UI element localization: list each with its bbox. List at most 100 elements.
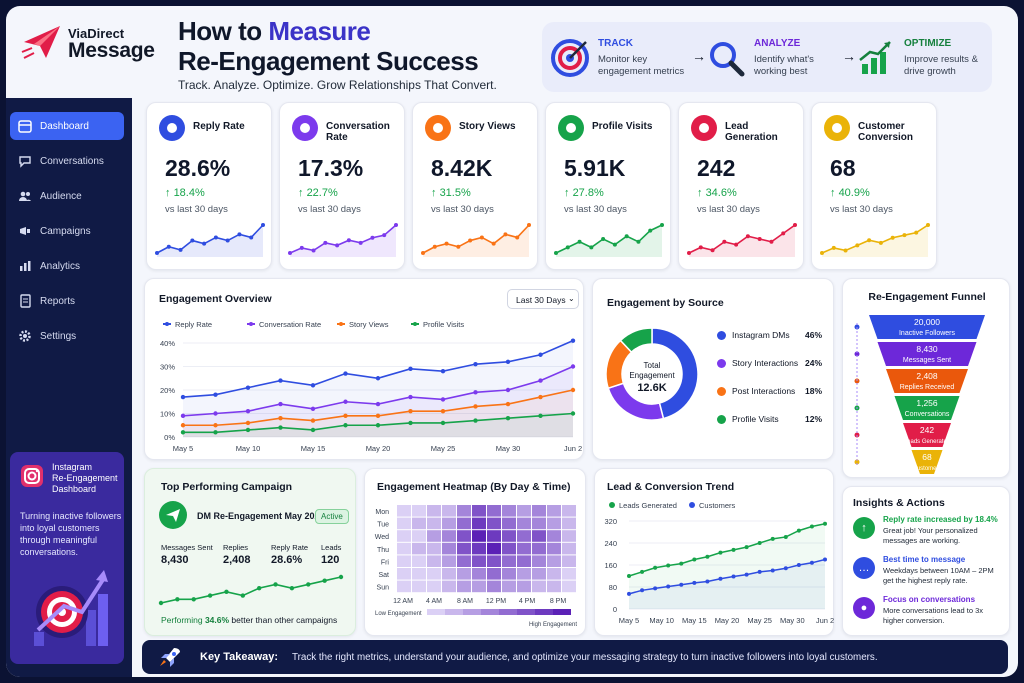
send-icon	[159, 501, 187, 529]
sparkline-point	[311, 248, 316, 253]
heatmap-day-label: Fri	[381, 559, 390, 566]
sidebar-item-campaigns[interactable]: Campaigns	[10, 217, 124, 245]
y-tick-label: 30%	[160, 363, 175, 372]
legend-entry: Profile Visits	[423, 320, 464, 329]
arrow-up-icon: ↑	[830, 187, 839, 199]
heatmap-cell	[547, 542, 561, 555]
insight-desc-line: get the highest reply rate.	[883, 576, 968, 585]
donut-center-label: Total Engagement 12.6K	[629, 361, 675, 394]
sparkline-point	[273, 582, 278, 587]
arrow-up-icon: ↑	[853, 517, 875, 539]
kpi-comparison-label: vs last 30 days	[165, 204, 228, 215]
sparkline-point	[335, 243, 340, 248]
series-point	[278, 416, 283, 421]
sparkline-point	[867, 238, 872, 243]
kpi-delta-value: 40.9%	[838, 187, 870, 199]
key-takeaway-label: Key Takeaway:	[200, 651, 279, 663]
funnel-stage-value: 20,000	[914, 317, 940, 327]
series-point	[731, 547, 736, 552]
heatmap-time-label: 4 AM	[426, 598, 442, 605]
campaign-stat-label: Leads	[321, 543, 342, 552]
series-point	[783, 566, 788, 571]
series-point	[213, 423, 218, 428]
sidebar-item-dashboard[interactable]: Dashboard	[10, 112, 124, 140]
legend-swatch-dot	[413, 322, 417, 326]
kpi-delta-value: 31.5%	[439, 187, 471, 199]
legend-dot	[689, 502, 695, 508]
heatmap-cell	[457, 568, 471, 580]
sidebar-item-label: Analytics	[40, 261, 81, 272]
engagement-overview-title: Engagement Overview	[159, 293, 272, 305]
sparkline-point	[589, 245, 594, 250]
page-title-line2: Re-Engagement Success	[178, 46, 479, 76]
heatmap-cell	[487, 542, 501, 555]
kpi-value: 242	[697, 155, 736, 181]
sparkline-point	[831, 245, 836, 250]
funnel-stage-value: 242	[920, 425, 934, 435]
magnet-icon	[691, 115, 717, 141]
series-point	[213, 411, 218, 416]
series-area	[629, 559, 825, 609]
sparkline-point	[878, 240, 883, 245]
heatmap-cell	[547, 580, 561, 593]
heatmap-cell	[472, 505, 486, 517]
series-point	[809, 560, 814, 565]
legend-dot	[717, 331, 726, 340]
sidebar-item-settings[interactable]: Settings	[10, 322, 124, 350]
campaign-stat-label: Replies	[223, 543, 249, 552]
heatmap-cell	[457, 580, 471, 593]
heatmap-cell	[457, 505, 471, 517]
key-takeaway-text: Track the right metrics, understand your…	[292, 652, 878, 663]
arrow-up-icon: ↑	[431, 187, 440, 199]
sparkline-point	[468, 238, 473, 243]
arrow-right-icon: →	[842, 48, 856, 64]
sidebar-item-analytics[interactable]: Analytics	[10, 252, 124, 280]
heatmap-cell	[502, 505, 516, 517]
series-point	[570, 364, 576, 369]
series-point	[505, 387, 511, 393]
heatmap-cell	[397, 517, 411, 530]
insight-title: Reply rate increased by 18.4%	[883, 515, 998, 524]
heatmap-cell	[502, 580, 516, 593]
heatmap-cell	[502, 517, 516, 530]
heatmap-time-label: 4 PM	[519, 598, 536, 605]
page-tagline: Track. Analyze. Optimize. Grow Relations…	[178, 78, 497, 92]
engagement-overview-chart: Reply Rate Conversation Rate Story Views Pr…	[160, 320, 582, 453]
heatmap-day-label: Thu	[377, 547, 389, 554]
heatmap-cell	[457, 517, 471, 530]
insights-card: Insights & Actions ↑ Reply rate increased…	[842, 486, 1010, 636]
document-icon	[20, 294, 31, 308]
legend-label: Instagram DMs	[732, 330, 790, 340]
heatmap-day-label: Wed	[375, 534, 389, 541]
sparkline-point	[261, 223, 265, 227]
funnel-stage	[894, 396, 960, 420]
series-point	[375, 401, 381, 407]
series-point	[180, 394, 186, 400]
eye-icon	[425, 115, 451, 141]
heatmap-day-label: Tue	[377, 522, 389, 529]
sparkline-point	[601, 237, 606, 241]
sidebar-item-conversations[interactable]: Conversations	[10, 147, 124, 175]
sidebar-item-reports[interactable]: Reports	[10, 287, 124, 315]
people-icon	[19, 191, 31, 201]
funnel-stage-value: 2,408	[916, 371, 938, 381]
kpi-card-conversation-rate: Conversation Rate 17.3% ↑ 22.7% vs last 30 …	[279, 102, 405, 270]
sparkline-point	[346, 238, 351, 243]
sparkline-point	[256, 585, 262, 591]
page-title-line1: How to Measure	[178, 16, 371, 46]
legend-label: Post Interactions	[732, 386, 796, 396]
date-range-select[interactable]: Last 30 Days ⌄	[507, 289, 579, 309]
series-point	[718, 576, 723, 581]
step-optimize: OPTIMIZE Improve results & drive growth	[848, 22, 992, 92]
heatmap-cell	[427, 530, 441, 542]
series-point	[473, 361, 478, 367]
sparkline-point	[491, 241, 496, 246]
rocket-icon	[160, 648, 180, 667]
x-tick-label: May 20	[715, 616, 740, 625]
series-point	[245, 427, 251, 433]
sidebar-item-audience[interactable]: Audience	[10, 182, 124, 210]
heatmap-cell	[412, 580, 426, 593]
y-tick-label: 80	[609, 583, 617, 592]
dashboard-frame: ViaDirect Message How to Measure Re-Enga…	[6, 6, 1018, 677]
heatmap-cell	[487, 568, 501, 580]
